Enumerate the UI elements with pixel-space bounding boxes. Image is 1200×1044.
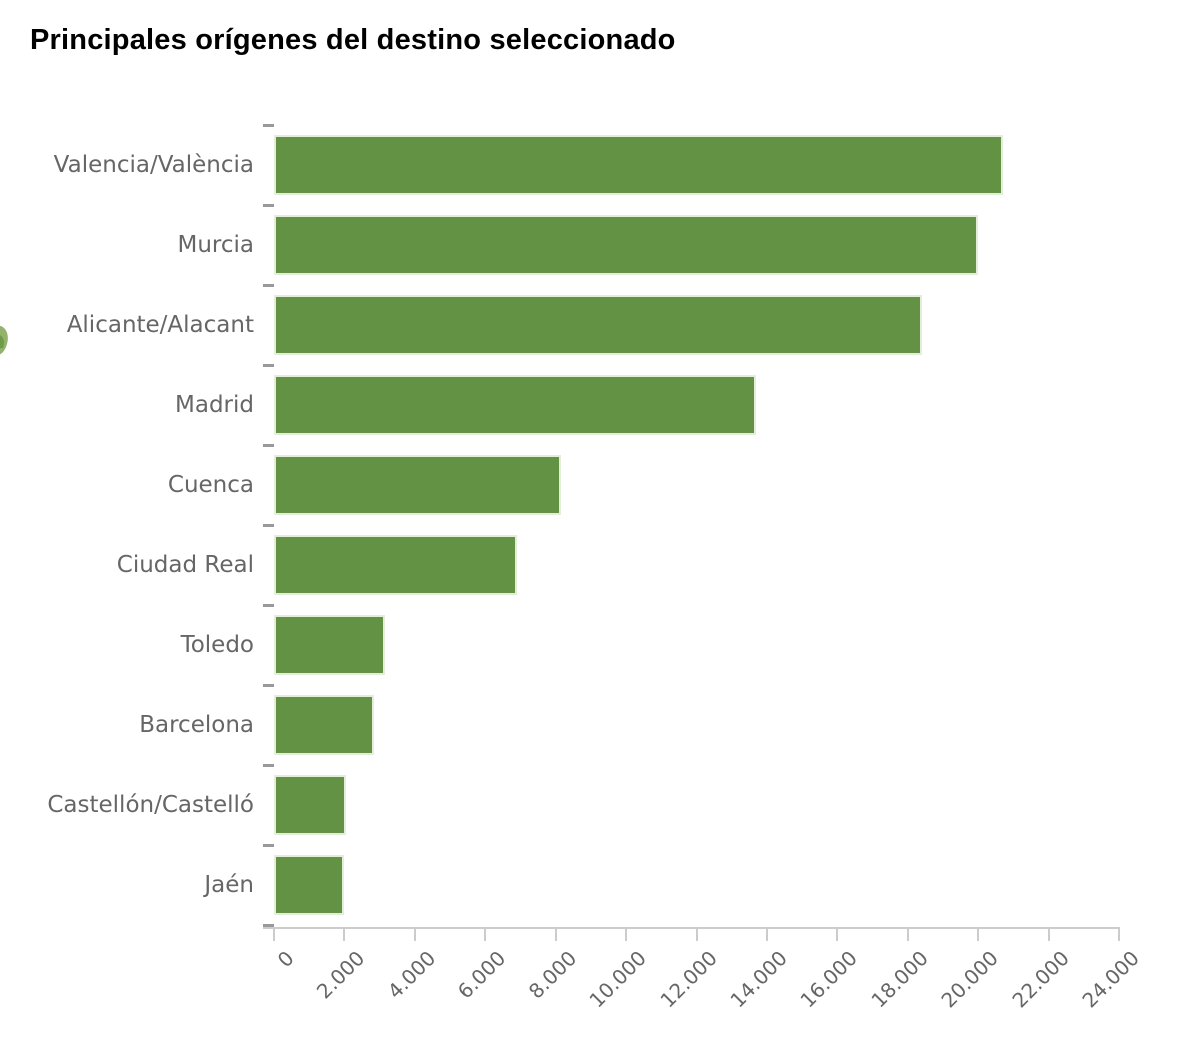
page-title: Principales orígenes del destino selecci… — [30, 24, 676, 56]
category-band-tick — [263, 604, 274, 607]
x-axis-tick — [696, 929, 698, 941]
x-axis-tick — [343, 929, 345, 941]
x-axis-tick-label: 12.000 — [655, 946, 722, 1013]
x-axis-tick — [414, 929, 416, 941]
bar[interactable] — [274, 375, 756, 435]
bar[interactable] — [274, 535, 517, 595]
category-band-tick — [263, 284, 274, 287]
x-axis-tick — [273, 929, 275, 941]
category-band-tick — [263, 844, 274, 847]
category-label: Cuenca — [167, 472, 254, 498]
x-axis-line — [263, 927, 1120, 929]
x-axis-tick-label: 0 — [272, 946, 299, 972]
clipped-leaf-artifact-icon — [0, 326, 8, 355]
category-band-tick — [263, 364, 274, 367]
category-label: Barcelona — [139, 712, 254, 738]
category-band-tick — [263, 444, 274, 447]
x-axis-tick — [977, 929, 979, 941]
bar[interactable] — [274, 215, 978, 275]
bar[interactable] — [274, 695, 374, 755]
bar[interactable] — [274, 775, 346, 835]
bar[interactable] — [274, 855, 344, 915]
x-axis-tick-label: 22.000 — [1007, 946, 1074, 1013]
category-label: Valencia/València — [53, 152, 254, 178]
bar[interactable] — [274, 135, 1003, 195]
x-axis-tick-label: 6.000 — [452, 946, 510, 1004]
x-axis-tick — [555, 929, 557, 941]
category-label: Toledo — [180, 632, 254, 658]
x-axis-tick-label: 2.000 — [311, 946, 369, 1004]
x-axis-tick-label: 20.000 — [936, 946, 1003, 1013]
x-axis-tick — [836, 929, 838, 941]
category-band-tick — [263, 204, 274, 207]
x-axis-tick — [907, 929, 909, 941]
bar[interactable] — [274, 615, 385, 675]
bar[interactable] — [274, 455, 561, 515]
x-axis-tick-label: 16.000 — [795, 946, 862, 1013]
x-axis-tick-label: 18.000 — [866, 946, 933, 1013]
category-band-tick — [263, 924, 274, 927]
category-label: Murcia — [177, 232, 254, 258]
x-axis-tick — [1118, 929, 1120, 941]
x-axis-tick-label: 10.000 — [584, 946, 651, 1013]
x-axis-tick-label: 8.000 — [523, 946, 581, 1004]
category-label: Ciudad Real — [116, 552, 254, 578]
x-axis-tick-label: 4.000 — [382, 946, 440, 1004]
category-label: Jaén — [204, 872, 254, 898]
x-axis-tick-label: 14.000 — [725, 946, 792, 1013]
category-band-tick — [263, 124, 274, 127]
x-axis-tick — [625, 929, 627, 941]
category-band-tick — [263, 524, 274, 527]
category-label: Alicante/Alacant — [66, 312, 254, 338]
category-label: Castellón/Castelló — [47, 792, 254, 818]
x-axis-tick-label: 24.000 — [1077, 946, 1144, 1013]
x-axis-tick — [1048, 929, 1050, 941]
bar[interactable] — [274, 295, 922, 355]
category-band-tick — [263, 764, 274, 767]
x-axis-tick — [766, 929, 768, 941]
category-label: Madrid — [175, 392, 254, 418]
category-band-tick — [263, 684, 274, 687]
x-axis-tick — [484, 929, 486, 941]
